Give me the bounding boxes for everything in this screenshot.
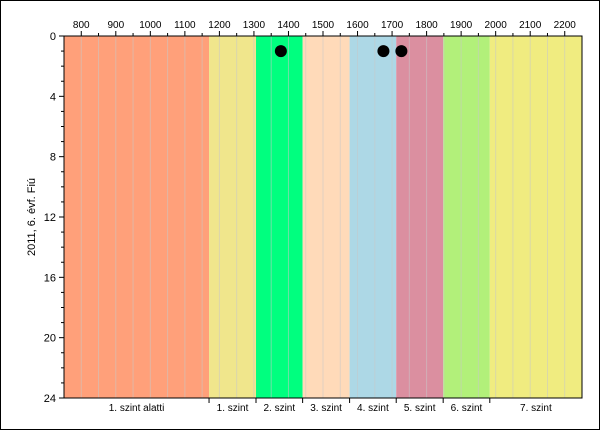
points-layer (274, 45, 408, 58)
band-1 (64, 36, 210, 398)
band-7 (443, 36, 490, 398)
y-axis-label: 2011, 6. évf. Fiú (26, 178, 38, 256)
x-tick-label: 2100 (519, 20, 542, 31)
data-point-1 (274, 45, 287, 58)
band-2 (209, 36, 257, 398)
band-label: 1. szint alatti (109, 403, 165, 414)
x-tick-label: 1700 (381, 20, 404, 31)
x-tick-label: 1800 (415, 20, 438, 31)
band-5 (349, 36, 397, 398)
band-label: 1. szint (217, 403, 249, 414)
y-tick-label: 4 (50, 91, 56, 103)
band-label: 4. szint (357, 403, 389, 414)
x-tick-label: 1000 (139, 20, 162, 31)
y-tick-label: 20 (44, 333, 56, 345)
band-label: 2. szint (263, 403, 295, 414)
x-tick-label: 1400 (277, 20, 300, 31)
x-tick-label: 1200 (208, 20, 231, 31)
data-point-3 (395, 45, 408, 58)
y-tick-label: 8 (50, 152, 56, 164)
band-label: 6. szint (451, 403, 483, 414)
band-4 (302, 36, 350, 398)
labels-layer: 800 900 1000 1100 1200 1300 1400 1500 1600 1700 18… (44, 20, 577, 414)
y-tick-label: 24 (44, 393, 56, 405)
x-tick-label: 800 (73, 20, 90, 31)
data-point-2 (377, 45, 390, 58)
y-tick-label: 12 (44, 212, 56, 224)
x-tick-label: 1500 (312, 20, 335, 31)
x-tick-label: 1900 (450, 20, 473, 31)
band-6 (396, 36, 444, 398)
x-tick-label: 2000 (485, 20, 508, 31)
x-tick-label: 1300 (243, 20, 266, 31)
band-3 (256, 36, 303, 398)
band-label: 3. szint (310, 403, 342, 414)
x-tick-label: 2200 (554, 20, 577, 31)
x-tick-label: 900 (107, 20, 124, 31)
x-tick-label: 1600 (346, 20, 369, 31)
band-8 (489, 36, 582, 398)
band-label: 7. szint (520, 403, 552, 414)
band-label: 5. szint (404, 403, 436, 414)
axes-layer (59, 31, 583, 403)
y-tick-label: 0 (50, 31, 56, 43)
grid-layer (80, 36, 566, 398)
x-tick-label: 1100 (174, 20, 196, 31)
y-tick-label: 16 (44, 272, 56, 284)
